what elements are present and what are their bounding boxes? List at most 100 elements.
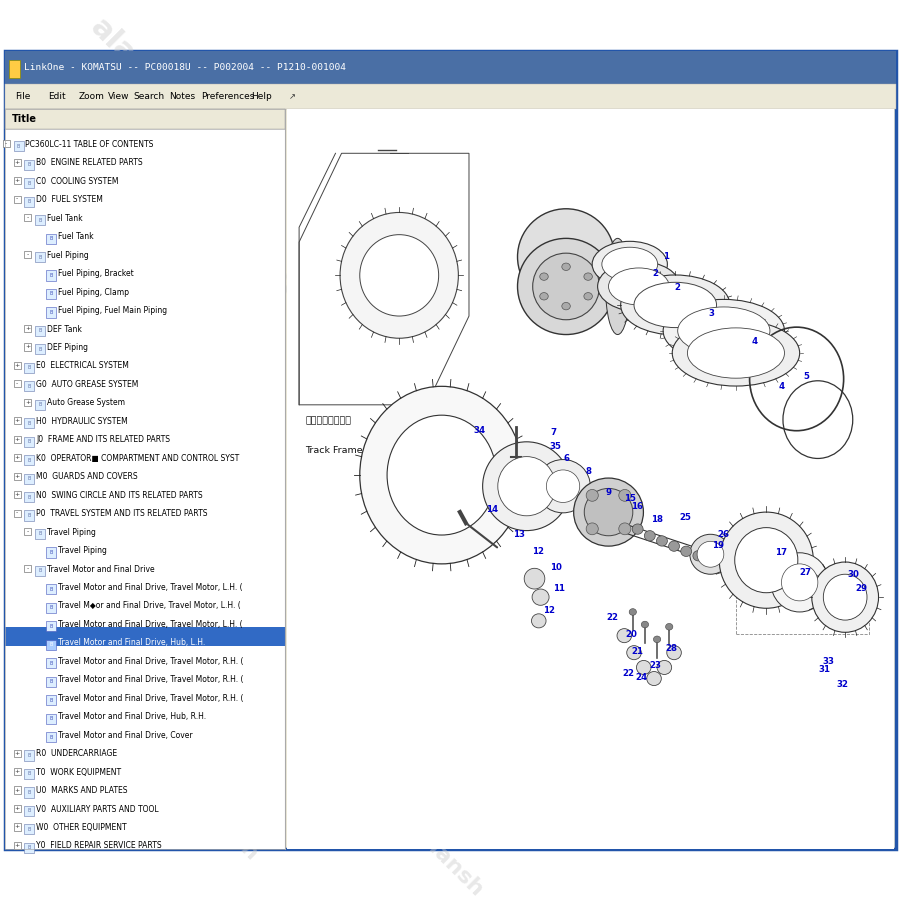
Text: 18: 18 bbox=[651, 515, 663, 524]
Text: 7: 7 bbox=[551, 428, 557, 437]
Text: Travel Motor and Final Drive, Travel Motor, L.H. (: Travel Motor and Final Drive, Travel Mot… bbox=[58, 620, 242, 629]
Bar bbox=[24, 363, 34, 373]
Text: alansh: alansh bbox=[562, 85, 662, 185]
Text: 16: 16 bbox=[631, 502, 644, 511]
Ellipse shape bbox=[532, 589, 549, 606]
Text: Auto Grease System: Auto Grease System bbox=[47, 399, 125, 408]
Ellipse shape bbox=[602, 248, 658, 282]
Text: +: + bbox=[25, 400, 31, 405]
Bar bbox=[14, 141, 23, 151]
Text: +: + bbox=[25, 326, 31, 331]
Ellipse shape bbox=[540, 273, 548, 280]
Ellipse shape bbox=[524, 568, 544, 589]
Text: alansh: alansh bbox=[301, 643, 383, 725]
Text: B: B bbox=[28, 383, 32, 389]
Bar bbox=[14, 842, 21, 849]
Bar bbox=[46, 289, 56, 299]
Text: Fuel Piping, Clamp: Fuel Piping, Clamp bbox=[58, 288, 129, 297]
Ellipse shape bbox=[584, 292, 592, 300]
Text: 19: 19 bbox=[712, 541, 724, 550]
Text: B: B bbox=[39, 346, 42, 352]
Ellipse shape bbox=[781, 564, 818, 601]
Text: LinkOne - KOMATSU -- PC00018U -- P002004 -- P1210-001004: LinkOne - KOMATSU -- PC00018U -- P002004… bbox=[24, 63, 346, 72]
Bar bbox=[24, 382, 34, 392]
Text: 2: 2 bbox=[674, 284, 680, 292]
Text: -: - bbox=[16, 382, 18, 386]
Text: B: B bbox=[50, 273, 53, 278]
Text: M0  GUARDS AND COVERS: M0 GUARDS AND COVERS bbox=[36, 472, 138, 482]
Text: alansh: alansh bbox=[328, 49, 428, 149]
Bar bbox=[24, 565, 32, 572]
Bar bbox=[14, 824, 21, 831]
Text: T0  WORK EQUIPMENT: T0 WORK EQUIPMENT bbox=[36, 768, 122, 777]
Ellipse shape bbox=[598, 261, 680, 311]
Text: 22: 22 bbox=[622, 669, 634, 678]
Text: DEF Tank: DEF Tank bbox=[47, 325, 82, 334]
Text: alansh: alansh bbox=[85, 13, 185, 113]
Text: B: B bbox=[28, 365, 32, 370]
Ellipse shape bbox=[340, 212, 458, 338]
Text: Travel Motor and Final Drive, Travel Motor, R.H. (: Travel Motor and Final Drive, Travel Mot… bbox=[58, 675, 243, 684]
Text: B: B bbox=[28, 439, 32, 444]
Ellipse shape bbox=[546, 470, 580, 502]
Bar bbox=[46, 621, 56, 632]
Ellipse shape bbox=[621, 275, 730, 335]
Text: Travel Motor and Final Drive, Travel Motor, R.H. (: Travel Motor and Final Drive, Travel Mot… bbox=[58, 694, 243, 703]
Bar bbox=[46, 584, 56, 595]
Bar bbox=[24, 510, 34, 520]
Text: alansh: alansh bbox=[25, 205, 119, 299]
Text: 32: 32 bbox=[836, 680, 848, 689]
Text: B: B bbox=[17, 144, 21, 148]
Bar bbox=[35, 345, 45, 355]
Ellipse shape bbox=[653, 636, 661, 643]
Text: DEF Piping: DEF Piping bbox=[47, 343, 88, 352]
Text: -: - bbox=[27, 215, 29, 220]
Text: B: B bbox=[28, 476, 32, 481]
Text: トラックフレーム: トラックフレーム bbox=[305, 416, 351, 425]
Text: B: B bbox=[28, 845, 32, 850]
Text: N0  SWING CIRCLE AND ITS RELATED PARTS: N0 SWING CIRCLE AND ITS RELATED PARTS bbox=[36, 491, 202, 500]
Text: Fuel Piping, Bracket: Fuel Piping, Bracket bbox=[58, 269, 133, 278]
Bar bbox=[35, 400, 45, 410]
Ellipse shape bbox=[360, 235, 438, 316]
Bar bbox=[4, 109, 285, 129]
Ellipse shape bbox=[693, 551, 704, 561]
Text: -: - bbox=[27, 566, 29, 571]
Bar bbox=[14, 418, 21, 425]
Ellipse shape bbox=[698, 541, 724, 567]
Bar bbox=[14, 362, 21, 369]
Text: Travel Motor and Final Drive, Hub, L.H.: Travel Motor and Final Drive, Hub, L.H. bbox=[58, 638, 205, 647]
Ellipse shape bbox=[387, 415, 496, 535]
Text: Fuel Piping: Fuel Piping bbox=[47, 251, 89, 260]
Text: Travel Piping: Travel Piping bbox=[47, 527, 96, 536]
Text: B: B bbox=[50, 716, 53, 721]
Bar bbox=[24, 159, 34, 170]
Bar bbox=[46, 714, 56, 724]
Ellipse shape bbox=[619, 490, 631, 501]
Bar bbox=[24, 751, 34, 760]
Bar bbox=[14, 436, 21, 443]
Bar bbox=[14, 787, 21, 794]
Ellipse shape bbox=[680, 546, 692, 556]
Bar bbox=[24, 399, 32, 406]
Text: B0  ENGINE RELATED PARTS: B0 ENGINE RELATED PARTS bbox=[36, 158, 143, 167]
Bar bbox=[35, 529, 45, 539]
Text: B: B bbox=[28, 420, 32, 426]
Text: B: B bbox=[50, 550, 53, 555]
Text: +: + bbox=[14, 436, 20, 442]
Text: B: B bbox=[28, 162, 32, 167]
Ellipse shape bbox=[689, 535, 731, 574]
Ellipse shape bbox=[584, 273, 592, 280]
Text: +: + bbox=[14, 178, 20, 184]
Bar bbox=[46, 732, 56, 742]
Bar bbox=[14, 509, 21, 517]
Text: Travel Motor and Final Drive, Cover: Travel Motor and Final Drive, Cover bbox=[58, 731, 193, 740]
Text: R0  UNDERCARRIAGE: R0 UNDERCARRIAGE bbox=[36, 749, 117, 758]
Text: B: B bbox=[28, 808, 32, 814]
Text: Track Frame: Track Frame bbox=[305, 446, 363, 454]
Bar bbox=[24, 455, 34, 465]
Text: Y0  FIELD REPAIR SERVICE PARTS: Y0 FIELD REPAIR SERVICE PARTS bbox=[36, 842, 162, 850]
Text: alansh: alansh bbox=[751, 715, 833, 797]
Text: B: B bbox=[28, 199, 32, 204]
Ellipse shape bbox=[812, 562, 878, 633]
